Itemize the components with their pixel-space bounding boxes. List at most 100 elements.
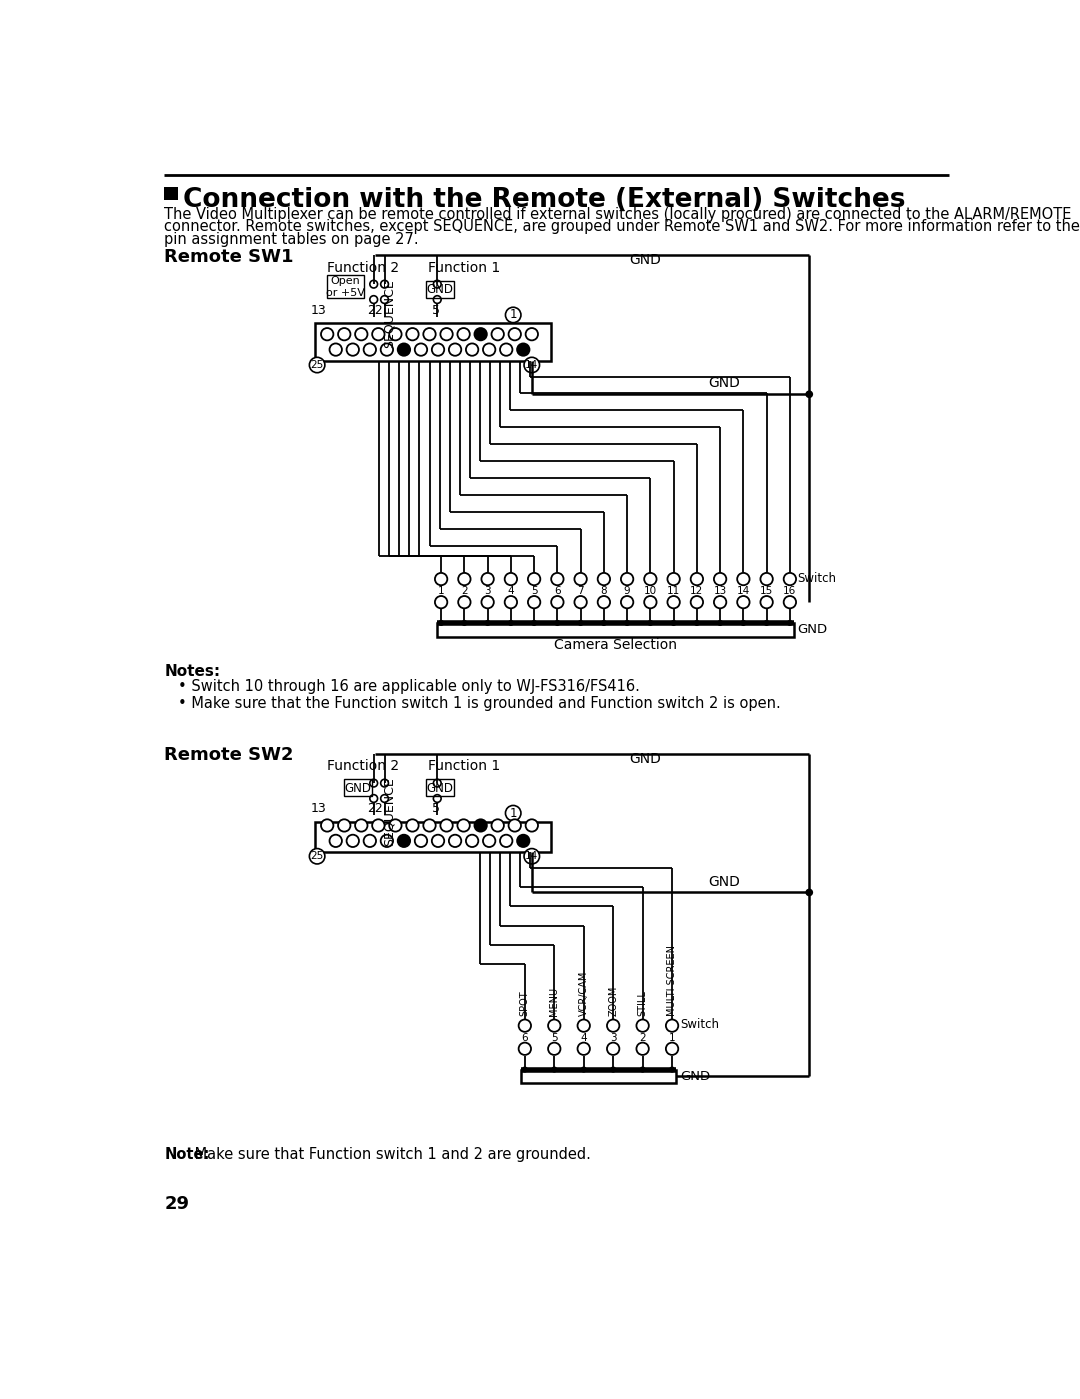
Circle shape: [644, 574, 657, 585]
Circle shape: [329, 343, 342, 355]
Circle shape: [458, 327, 470, 340]
Circle shape: [465, 343, 478, 355]
Circle shape: [610, 1066, 617, 1073]
Circle shape: [639, 1066, 646, 1073]
Circle shape: [714, 574, 727, 585]
Text: 7: 7: [578, 586, 584, 596]
Circle shape: [738, 596, 750, 609]
Bar: [437, 623, 794, 637]
Text: pin assignment tables on page 27.: pin assignment tables on page 27.: [164, 232, 419, 246]
Circle shape: [338, 327, 350, 340]
Circle shape: [485, 620, 490, 625]
Text: MENU: MENU: [550, 988, 559, 1017]
Circle shape: [432, 835, 444, 846]
Text: 1: 1: [437, 586, 445, 596]
Circle shape: [764, 620, 770, 625]
Circle shape: [406, 327, 419, 340]
Text: 14: 14: [737, 586, 750, 596]
Text: Make sure that Function switch 1 and 2 are grounded.: Make sure that Function switch 1 and 2 a…: [190, 1147, 591, 1163]
Circle shape: [380, 835, 393, 846]
Circle shape: [449, 835, 461, 846]
Circle shape: [369, 295, 378, 304]
Circle shape: [517, 343, 529, 355]
Circle shape: [441, 327, 453, 340]
Circle shape: [528, 596, 540, 609]
Circle shape: [380, 795, 389, 803]
Circle shape: [458, 820, 470, 831]
Text: 6: 6: [554, 586, 561, 596]
Circle shape: [397, 343, 410, 355]
Circle shape: [647, 620, 653, 625]
Circle shape: [693, 620, 700, 625]
Bar: [327, 276, 364, 298]
Text: VCR/CAM: VCR/CAM: [579, 971, 589, 1017]
Circle shape: [740, 620, 746, 625]
Text: GND: GND: [427, 284, 454, 297]
Circle shape: [806, 390, 813, 399]
Circle shape: [369, 779, 378, 788]
Circle shape: [504, 596, 517, 609]
Circle shape: [575, 596, 586, 609]
Text: connector. Remote switches, except SEQUENCE, are grouped under Remote SW1 and SW: connector. Remote switches, except SEQUE…: [164, 220, 1080, 235]
Text: GND: GND: [708, 874, 741, 888]
Circle shape: [380, 343, 393, 355]
Circle shape: [524, 849, 540, 865]
Text: Switch: Switch: [798, 572, 837, 585]
Circle shape: [491, 820, 504, 831]
Circle shape: [438, 620, 444, 625]
Circle shape: [669, 1066, 675, 1073]
Text: 5: 5: [551, 1032, 557, 1042]
Bar: [426, 281, 454, 298]
Circle shape: [667, 596, 679, 609]
Circle shape: [500, 343, 512, 355]
Text: 11: 11: [667, 586, 680, 596]
Circle shape: [738, 574, 750, 585]
Circle shape: [369, 795, 378, 803]
Text: 10: 10: [644, 586, 657, 596]
Text: 9: 9: [624, 586, 631, 596]
Circle shape: [355, 327, 367, 340]
Text: Function 1: Function 1: [428, 760, 500, 774]
Circle shape: [329, 835, 342, 846]
Circle shape: [786, 620, 793, 625]
Text: SPOT: SPOT: [519, 990, 530, 1017]
Circle shape: [500, 835, 512, 846]
Circle shape: [671, 620, 677, 625]
Circle shape: [380, 280, 389, 288]
Text: 15: 15: [760, 586, 773, 596]
Circle shape: [607, 1042, 619, 1055]
Circle shape: [483, 343, 496, 355]
Circle shape: [474, 327, 487, 340]
Circle shape: [508, 620, 514, 625]
Circle shape: [347, 343, 359, 355]
Text: 4: 4: [580, 1032, 588, 1042]
Text: GND: GND: [345, 782, 372, 795]
Circle shape: [321, 820, 334, 831]
Circle shape: [458, 596, 471, 609]
Circle shape: [578, 620, 583, 625]
Circle shape: [465, 835, 478, 846]
Circle shape: [458, 574, 471, 585]
Circle shape: [406, 820, 419, 831]
Circle shape: [380, 779, 389, 788]
Circle shape: [644, 596, 657, 609]
Text: Function 2: Function 2: [327, 760, 400, 774]
Circle shape: [551, 1066, 557, 1073]
Text: GND: GND: [427, 782, 454, 795]
Circle shape: [666, 1020, 678, 1032]
Circle shape: [435, 596, 447, 609]
Circle shape: [636, 1042, 649, 1055]
Circle shape: [389, 327, 402, 340]
Circle shape: [423, 820, 435, 831]
Circle shape: [691, 574, 703, 585]
Bar: [426, 779, 454, 796]
Circle shape: [578, 1020, 590, 1032]
Text: 29: 29: [164, 1195, 189, 1213]
Circle shape: [784, 574, 796, 585]
Bar: [345, 779, 373, 796]
Bar: [164, 187, 177, 200]
Circle shape: [397, 835, 410, 846]
Text: Remote SW2: Remote SW2: [164, 746, 294, 764]
Text: SEQUENCE: SEQUENCE: [382, 278, 395, 347]
Circle shape: [309, 849, 325, 865]
